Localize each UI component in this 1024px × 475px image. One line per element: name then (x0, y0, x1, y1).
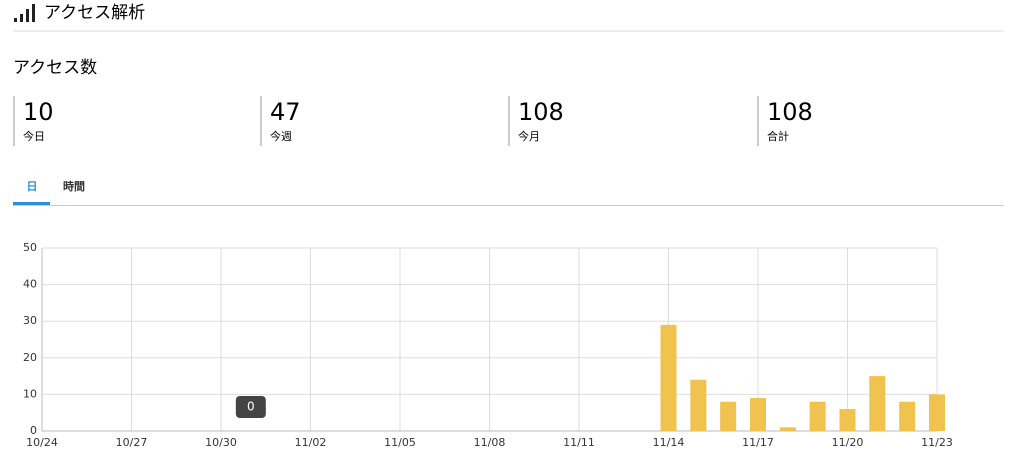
x-tick-label: 11/20 (832, 436, 864, 449)
bar (839, 409, 856, 431)
signal-icon (14, 4, 35, 22)
tab[interactable]: 時間 (63, 179, 85, 193)
x-tick-label: 11/23 (921, 436, 953, 449)
y-tick-label: 0 (30, 424, 37, 437)
tooltip (235, 396, 266, 418)
y-tick-label: 30 (23, 314, 37, 327)
y-tick-label: 50 (23, 241, 37, 254)
tab[interactable]: 日 (27, 180, 38, 193)
bar (809, 401, 826, 431)
bar (720, 401, 737, 431)
x-tick-label: 11/02 (295, 436, 327, 449)
bar (779, 427, 796, 431)
x-tick-label: 11/14 (653, 436, 685, 449)
page-title: アクセス解析 (44, 3, 145, 23)
bar (929, 394, 945, 431)
bar (750, 398, 766, 431)
y-tick-label: 10 (23, 387, 37, 400)
stat-value: 47 (270, 98, 301, 126)
x-tick-label: 10/24 (26, 436, 58, 449)
stat-label: 合計 (767, 129, 789, 143)
stat-value: 10 (23, 98, 54, 126)
x-tick-label: 11/05 (384, 436, 416, 449)
x-tick-label: 10/27 (116, 436, 148, 449)
stat-value: 108 (767, 98, 813, 126)
active-tab-indicator (13, 202, 50, 205)
stats: 10 今日 47 今週 108 今月 108 合計 (13, 96, 813, 146)
y-tick-label: 20 (23, 351, 37, 364)
bar (690, 379, 707, 431)
x-tick-label: 11/17 (742, 436, 774, 449)
tooltip-text: 0 (247, 400, 255, 414)
bar (660, 324, 677, 431)
stat-label: 今週 (270, 129, 292, 143)
y-tick-label: 40 (23, 278, 37, 291)
bar (869, 376, 886, 431)
x-tick-label: 11/11 (563, 436, 595, 449)
chart: 0 10 20 30 40 50 10/24 10/27 10/30 11/02 11/05 11/0… (23, 241, 953, 449)
stat-value: 108 (518, 98, 564, 126)
section-title: アクセス数 (13, 58, 97, 78)
x-tick-label: 11/08 (474, 436, 506, 449)
x-tick-label: 10/30 (205, 436, 237, 449)
bar (899, 401, 916, 431)
stat-label: 今日 (23, 129, 45, 143)
stat-label: 今月 (518, 129, 540, 143)
